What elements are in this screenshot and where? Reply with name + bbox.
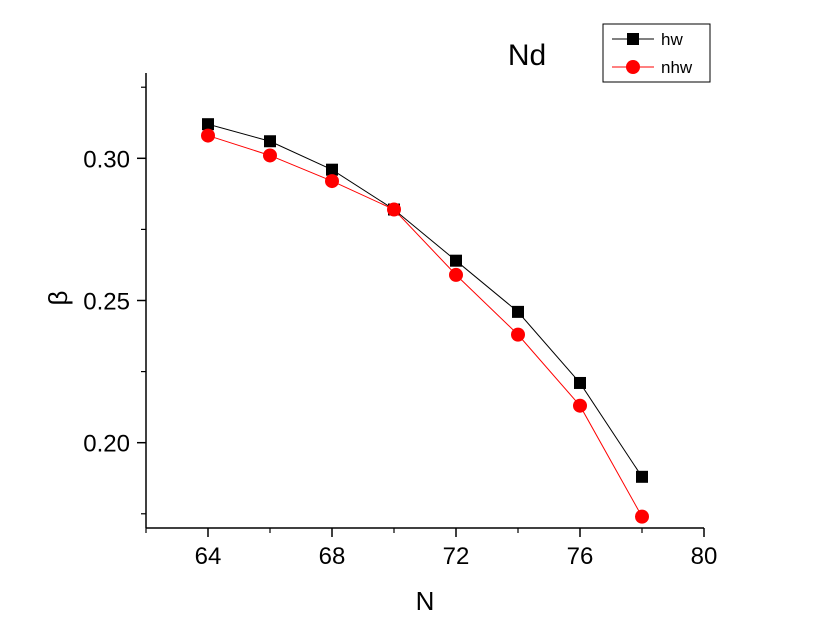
- x-tick-label: 72: [443, 543, 470, 570]
- data-point-nhw: [201, 128, 215, 143]
- x-tick-label: 76: [567, 543, 594, 570]
- legend-label-nhw: nhw: [661, 58, 693, 77]
- data-point-nhw: [511, 327, 525, 342]
- legend-box: [602, 23, 711, 83]
- y-tick-label: 0.30: [83, 146, 130, 173]
- legend-marker-hw: [627, 33, 639, 45]
- series-layer: [201, 118, 649, 524]
- chart-title: Nd: [508, 39, 546, 72]
- x-axis-ticks: 64 68 72 76 80: [145, 528, 718, 570]
- series-hw: [202, 118, 648, 483]
- series-line-hw: [207, 123, 643, 478]
- x-tick-label: 64: [195, 543, 222, 570]
- data-point-nhw: [449, 267, 463, 282]
- data-point-hw: [450, 254, 462, 267]
- legend-entry-hw: hw: [612, 30, 683, 49]
- y-tick-label: 0.20: [83, 431, 130, 458]
- legend: hw nhw: [602, 23, 711, 83]
- data-point-hw: [264, 135, 276, 148]
- y-axis-ticks: 0.20 0.25 0.30: [83, 86, 146, 515]
- legend-label-hw: hw: [661, 30, 683, 49]
- data-point-nhw: [573, 398, 587, 413]
- legend-marker-nhw: [626, 60, 640, 74]
- axes: [145, 73, 704, 529]
- data-point-nhw: [635, 509, 649, 524]
- series-line-nhw: [207, 135, 643, 517]
- x-tick-label: 68: [319, 543, 346, 570]
- data-point-nhw: [387, 202, 401, 217]
- data-point-hw: [202, 118, 214, 131]
- data-point-hw: [636, 470, 648, 483]
- series-nhw: [201, 128, 649, 524]
- legend-entry-nhw: nhw: [612, 58, 693, 77]
- data-point-hw: [326, 163, 338, 176]
- y-tick-label: 0.25: [83, 289, 130, 316]
- data-point-hw: [574, 376, 586, 389]
- x-axis-label: N: [416, 586, 435, 616]
- y-axis-label: β: [43, 291, 73, 306]
- data-point-hw: [512, 305, 524, 318]
- data-point-nhw: [263, 148, 277, 163]
- data-point-nhw: [325, 174, 339, 189]
- x-tick-label: 80: [691, 543, 718, 570]
